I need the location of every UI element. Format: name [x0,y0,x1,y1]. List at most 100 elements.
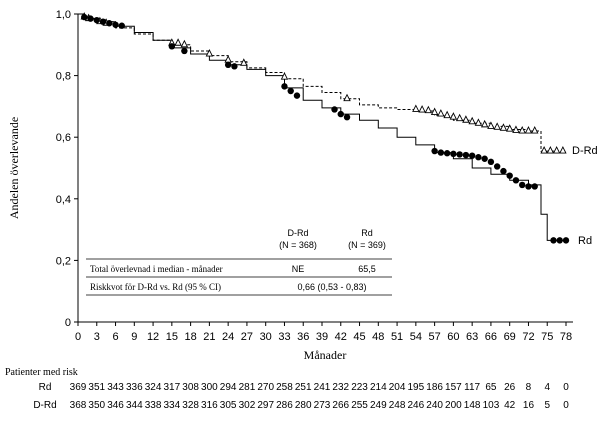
censor-marker-rd [106,20,113,27]
y-ticks: 0 0,2 0,4 0,6 0,8 1,0 [56,9,78,329]
y-tick-label: 1,0 [56,9,71,21]
censor-marker-d-rd [540,146,548,154]
inset-row1-rd: 65,5 [358,264,376,274]
censor-marker-rd [456,151,463,158]
x-tick-label: 30 [260,331,272,343]
risk-value: 8 [526,382,532,393]
censor-marker-rd [81,13,88,21]
x-tick-label: 60 [447,331,459,343]
risk-value: 258 [276,382,293,393]
risk-value: 204 [389,382,406,393]
censor-marker-d-rd [180,39,189,48]
risk-value: 251 [295,382,312,393]
censor-marker-rd [525,183,532,190]
censor-marker-rd [331,106,338,113]
x-tick-label: 33 [278,331,290,343]
risk-value: 328 [182,400,199,411]
x-tick-label: 69 [504,331,516,343]
censor-marker-rd [118,22,125,29]
censor-marker-rd [506,172,513,179]
risk-value: 334 [164,400,181,411]
x-tick-label: 39 [316,331,328,343]
x-tick-label: 24 [222,331,234,343]
risk-value: 223 [351,382,368,393]
censor-marker-rd [450,150,457,158]
x-ticks: 0 3 6 9 12 15 18 21 24 27 30 33 36 39 42 45 48 51 54 57 60 63… [75,322,572,343]
censor-marker-rd [531,183,538,190]
censor-marker-d-rd [487,121,495,129]
risk-value: 336 [126,382,143,393]
risk-value: 286 [276,400,293,411]
censor-marker-rd [231,63,238,70]
risk-row-label-drd: D-Rd [33,400,56,411]
risk-value: 246 [408,400,425,411]
risk-value: 308 [182,382,199,393]
risk-value: 294 [220,382,237,393]
censor-marker-d-rd [559,146,567,154]
risk-value: 5 [544,400,550,411]
risk-value: 214 [370,382,387,393]
x-tick-label: 57 [428,331,440,343]
risk-value: 195 [408,382,425,393]
censor-marker-d-rd [530,126,539,134]
risk-value: 4 [544,382,550,393]
censor-marker-rd [431,147,438,155]
censor-marker-rd [293,92,301,99]
risk-value: 0 [563,382,569,393]
risk-value: 186 [426,382,443,393]
censor-marker-rd [519,181,526,189]
censor-marker-d-rd [412,104,420,112]
censor-marker-rd [481,155,488,162]
censor-marker-d-rd [174,38,182,46]
x-tick-label: 66 [485,331,497,343]
risk-value: 157 [445,382,462,393]
risk-value: 241 [314,382,331,393]
legend-label-rd: Rd [578,235,592,247]
inset-row2-value: 0,66 (0,53 - 0,83) [297,282,366,292]
risk-value: 42 [504,400,516,411]
censor-marker-d-rd [552,146,561,154]
inset-row1-drd: NE [292,264,305,274]
censor-marker-d-rd [505,124,514,132]
censor-marker-rd [181,47,188,55]
x-tick-label: 42 [335,331,347,343]
risk-value: 297 [257,400,274,411]
risk-value: 281 [239,382,256,393]
risk-value: 324 [145,382,162,393]
inset-col-drd-n: (N = 368) [279,240,317,250]
censor-marker-rd [87,15,94,22]
risk-value: 317 [164,382,181,393]
inset-row2-label: Riskkvot för D-Rd vs. Rd (95 % CI) [90,282,221,292]
censor-marker-rd [475,154,482,161]
censor-marker-rd [468,152,476,159]
risk-value: 255 [351,400,368,411]
risk-table-title: Patienter med risk [5,367,78,378]
censor-marker-d-rd [468,116,476,125]
risk-value: 270 [257,382,274,393]
risk-values: 369 351 343 336 324 317 308 300 294 281 270 258 251 2… [70,382,570,411]
risk-value: 0 [563,400,569,411]
y-tick-label: 0,6 [56,132,71,144]
censor-marker-d-rd [499,123,508,131]
inset-row1-label: Total överlevnad i median - månader [90,264,223,274]
censor-marker-d-rd [474,118,483,126]
risk-value: 240 [426,400,443,411]
risk-value: 16 [523,400,535,411]
x-tick-label: 63 [466,331,478,343]
censor-marker-d-rd [418,105,426,113]
risk-table: Patienter med risk Rd D-Rd 369 351 343 336 3… [5,367,569,411]
censor-marker-rd [168,43,176,50]
y-tick-label: 0,8 [56,71,71,83]
y-tick-label: 0,2 [56,255,71,267]
risk-value: 200 [445,400,462,411]
censor-marker-d-rd [524,126,533,134]
y-tick-label: 0 [65,317,71,329]
risk-value: 300 [201,382,218,393]
risk-value: 346 [107,400,124,411]
risk-value: 273 [314,400,331,411]
risk-value: 316 [201,400,218,411]
censor-marker-d-rd [480,119,489,128]
x-tick-label: 15 [166,331,178,343]
x-tick-label: 36 [297,331,309,343]
legend-label-d-rd: D-Rd [572,145,598,157]
